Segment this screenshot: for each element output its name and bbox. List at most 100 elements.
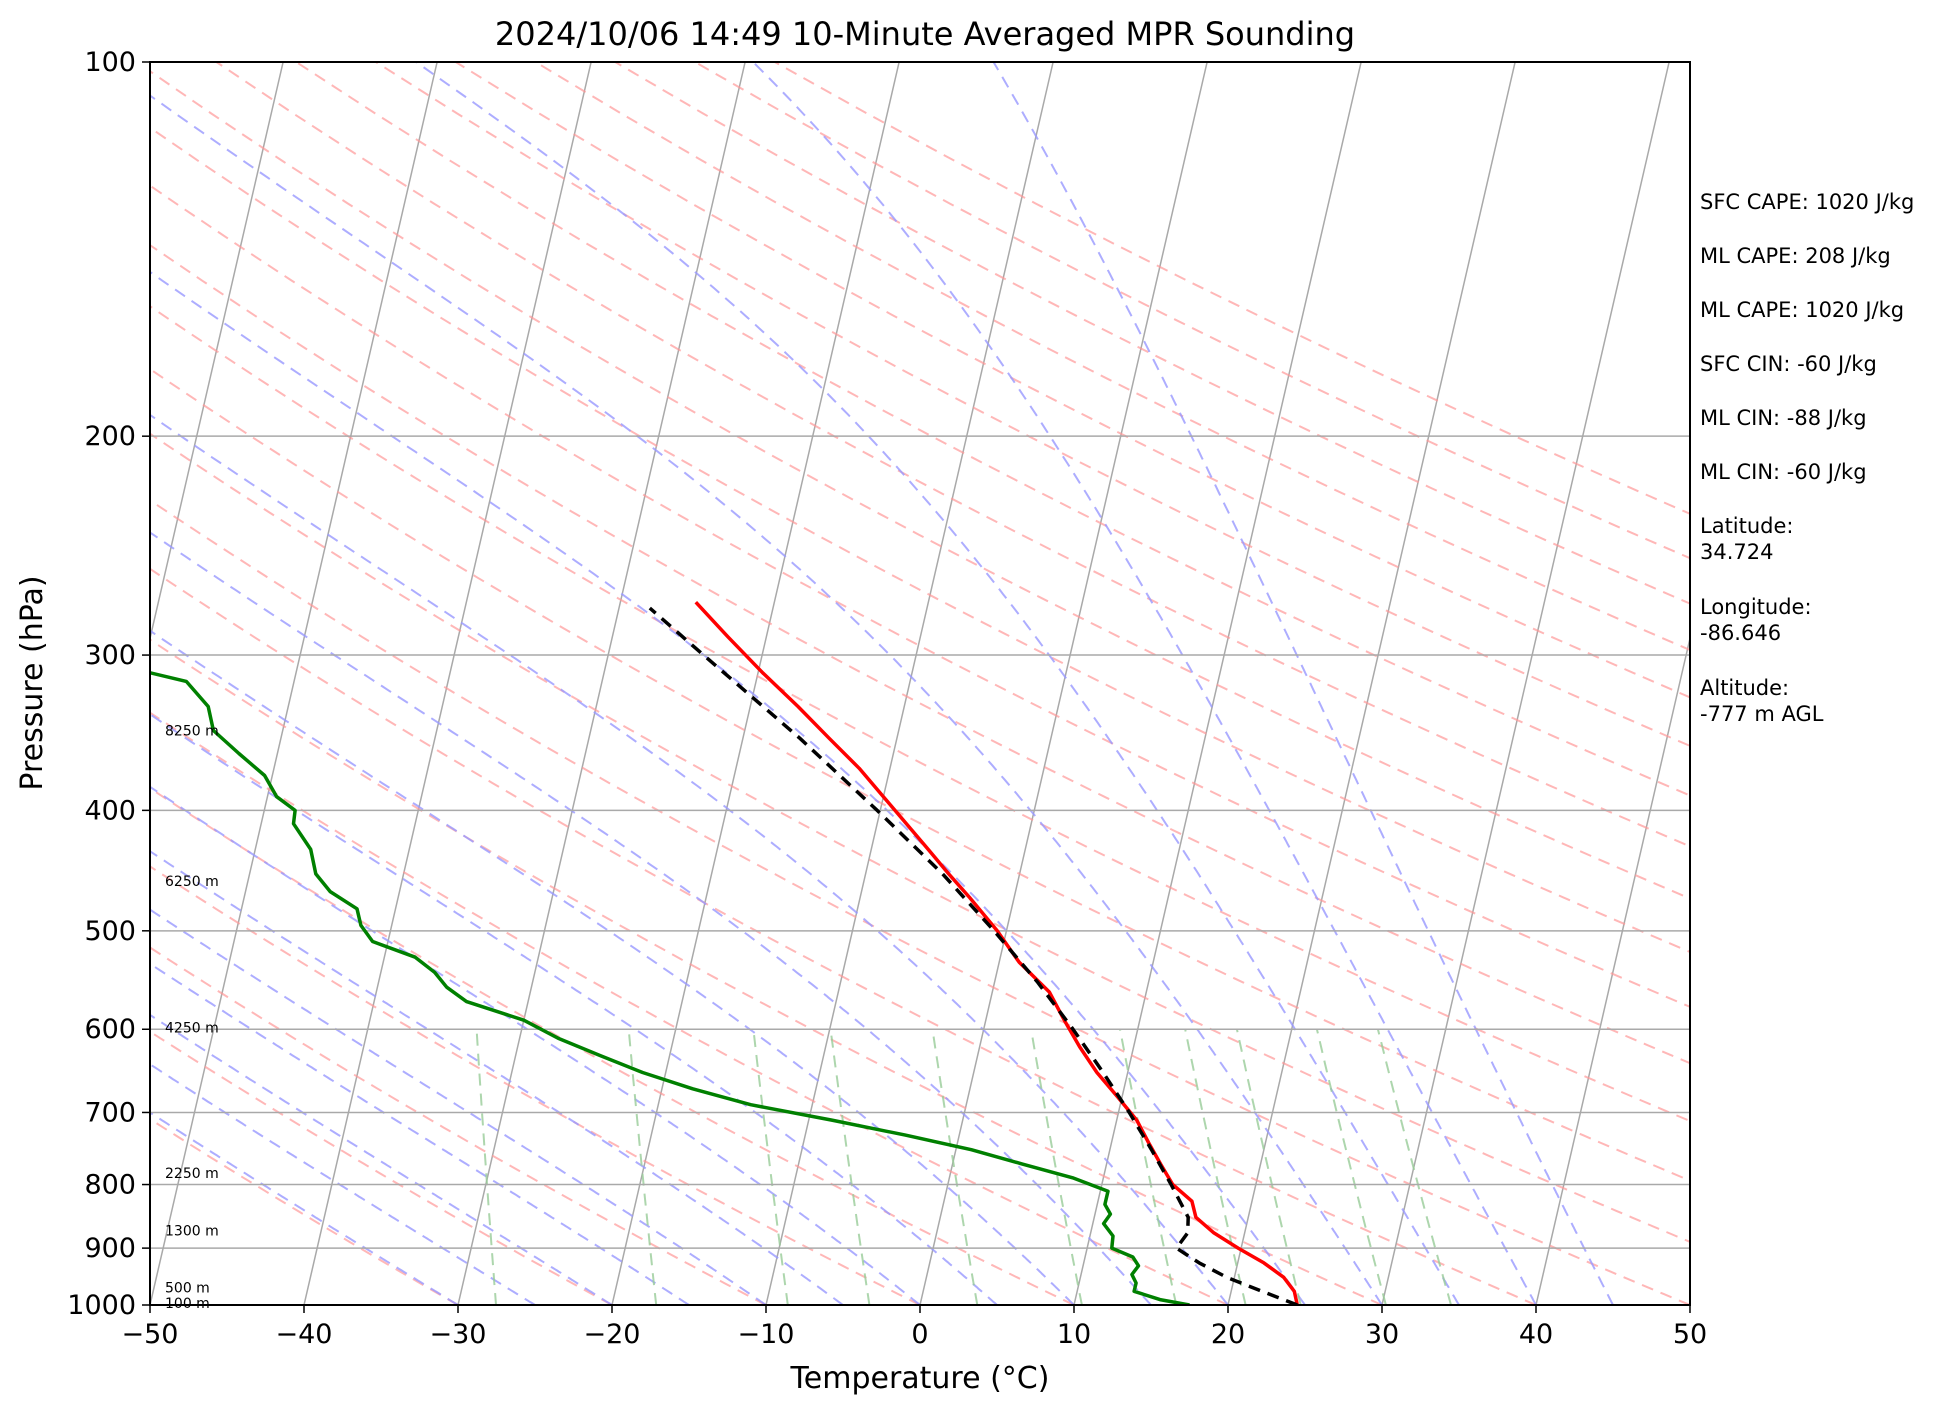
height-label: 1300 m — [165, 1223, 219, 1239]
isotherm-line — [1535, 634, 1690, 1305]
x-tick-label: −40 — [276, 1319, 333, 1350]
moist-adiabat-line — [150, 94, 1383, 1305]
dry-adiabat-line — [150, 184, 1690, 1008]
dry-adiabat-line — [150, 638, 1383, 1305]
y-tick-label: 900 — [84, 1233, 136, 1264]
dry-adiabat-line — [150, 711, 1229, 1305]
moist-adiabat-line — [752, 62, 1537, 1305]
dry-adiabat-line — [150, 432, 1690, 1243]
sounding-parameter: ML CAPE: 1020 J/kg — [1700, 298, 1904, 322]
y-tick-label: 500 — [84, 916, 136, 947]
moist-adiabat-line — [150, 413, 1229, 1305]
sounding-parameter: ML CAPE: 208 J/kg — [1700, 244, 1891, 268]
sounding-parameter: ML CIN: -88 J/kg — [1700, 406, 1867, 430]
mixing-ratio-lines — [475, 1028, 1452, 1305]
moist-adiabat-line — [150, 785, 921, 1305]
isotherm-line — [1227, 62, 1516, 1305]
moist-adiabat-line — [150, 1013, 613, 1305]
isotherm-lines — [150, 62, 1690, 1305]
x-tick-label: −20 — [584, 1319, 641, 1350]
moist-adiabat-line — [992, 62, 1614, 1305]
moist-adiabat-line — [150, 962, 690, 1305]
isotherm-line — [1381, 62, 1670, 1305]
y-axis-ticks: 100 200 300 400 500 600 700 800 900 1000 — [67, 47, 150, 1321]
isotherm-line — [303, 62, 592, 1305]
dry-adiabat-line — [150, 367, 1690, 1182]
y-axis-label: Pressure (hPa) — [15, 575, 50, 790]
y-tick-label: 100 — [84, 47, 136, 78]
dry-adiabat-line — [295, 62, 1690, 797]
moist-adiabat-line — [415, 62, 1460, 1305]
mixing-ratio-line — [1315, 1028, 1387, 1305]
x-tick-label: −10 — [738, 1319, 795, 1350]
moist-adiabat-line — [150, 1063, 536, 1305]
x-tick-label: 20 — [1211, 1319, 1245, 1350]
x-tick-label: 0 — [911, 1319, 928, 1350]
height-label: 100 m — [165, 1296, 210, 1312]
isobar-gridlines — [150, 61, 1690, 1306]
height-label: 500 m — [165, 1280, 210, 1296]
dry-adiabat-line — [150, 499, 1690, 1305]
x-tick-label: −50 — [122, 1319, 179, 1350]
temperature-trace — [694, 601, 1300, 1305]
x-tick-label: 10 — [1057, 1319, 1091, 1350]
sounding-parameter: ML CIN: -60 J/kg — [1700, 460, 1867, 484]
x-axis-ticks: −50 −40 −30 −20 −10 0 10 20 30 40 50 — [122, 1305, 1707, 1350]
dry-adiabat-line — [150, 243, 1690, 1065]
isotherm-line — [919, 62, 1208, 1305]
x-tick-label: −30 — [430, 1319, 487, 1350]
x-tick-label: 30 — [1365, 1319, 1399, 1350]
y-tick-label: 1000 — [67, 1290, 136, 1321]
moist-adiabat-line — [150, 270, 1306, 1305]
y-tick-label: 200 — [84, 421, 136, 452]
moist-adiabat-line — [150, 713, 998, 1305]
x-tick-label: 40 — [1519, 1319, 1553, 1350]
sounding-parameter: Altitude: -777 m AGL — [1700, 676, 1824, 726]
moist-adiabat-line — [150, 629, 1075, 1305]
height-label: 8250 m — [165, 724, 219, 740]
mixing-ratio-line — [1184, 1029, 1247, 1305]
moist-adiabat-lines — [150, 62, 1614, 1305]
x-tick-label: 50 — [1673, 1319, 1707, 1350]
dry-adiabat-line — [694, 62, 1690, 560]
y-tick-label: 400 — [84, 795, 136, 826]
height-label: 4250 m — [165, 1020, 219, 1036]
sounding-parameter: SFC CAPE: 1020 J/kg — [1700, 190, 1914, 214]
height-label: 6250 m — [165, 874, 219, 890]
y-tick-label: 300 — [84, 640, 136, 671]
dry-adiabat-line — [455, 62, 1690, 699]
chart-title: 2024/10/06 14:49 10-Minute Averaged MPR … — [495, 15, 1355, 53]
sounding-parameters: SFC CAPE: 1020 J/kg ML CAPE: 208 J/kg ML C… — [1700, 190, 1914, 726]
dry-adiabat-line — [150, 305, 1690, 1123]
dry-adiabat-line — [150, 126, 1690, 954]
mixing-ratio-line — [829, 1029, 871, 1305]
sounding-parameter: SFC CIN: -60 J/kg — [1700, 352, 1877, 376]
height-label: 2250 m — [165, 1166, 219, 1182]
isotherm-line — [457, 62, 746, 1305]
sounding-traces — [150, 601, 1300, 1305]
dry-adiabat-line — [150, 865, 921, 1305]
mixing-ratio-line — [931, 1029, 979, 1305]
sounding-parameter: Longitude: -86.646 — [1700, 595, 1812, 645]
parcel-trace — [648, 606, 1298, 1305]
isotherm-line — [1073, 62, 1362, 1305]
isotherm-line — [611, 62, 900, 1305]
dry-adiabat-lines — [150, 62, 1690, 1305]
dewpoint-trace — [150, 670, 1190, 1305]
dry-adiabat-line — [215, 62, 1690, 848]
isotherm-line — [150, 62, 284, 642]
y-tick-label: 800 — [84, 1170, 136, 1201]
plot-frame — [149, 61, 1691, 1306]
y-tick-label: 700 — [84, 1097, 136, 1128]
dry-adiabat-line — [150, 946, 767, 1305]
y-tick-label: 600 — [84, 1014, 136, 1045]
moist-adiabat-line — [150, 1111, 459, 1305]
sounding-parameter: Latitude: 34.724 — [1700, 514, 1794, 564]
mixing-ratio-line — [752, 1029, 789, 1305]
moist-adiabat-line — [150, 531, 1152, 1305]
x-axis-label: Temperature (°C) — [790, 1361, 1050, 1396]
isotherm-line — [150, 62, 438, 1305]
moist-adiabat-line — [150, 850, 844, 1305]
